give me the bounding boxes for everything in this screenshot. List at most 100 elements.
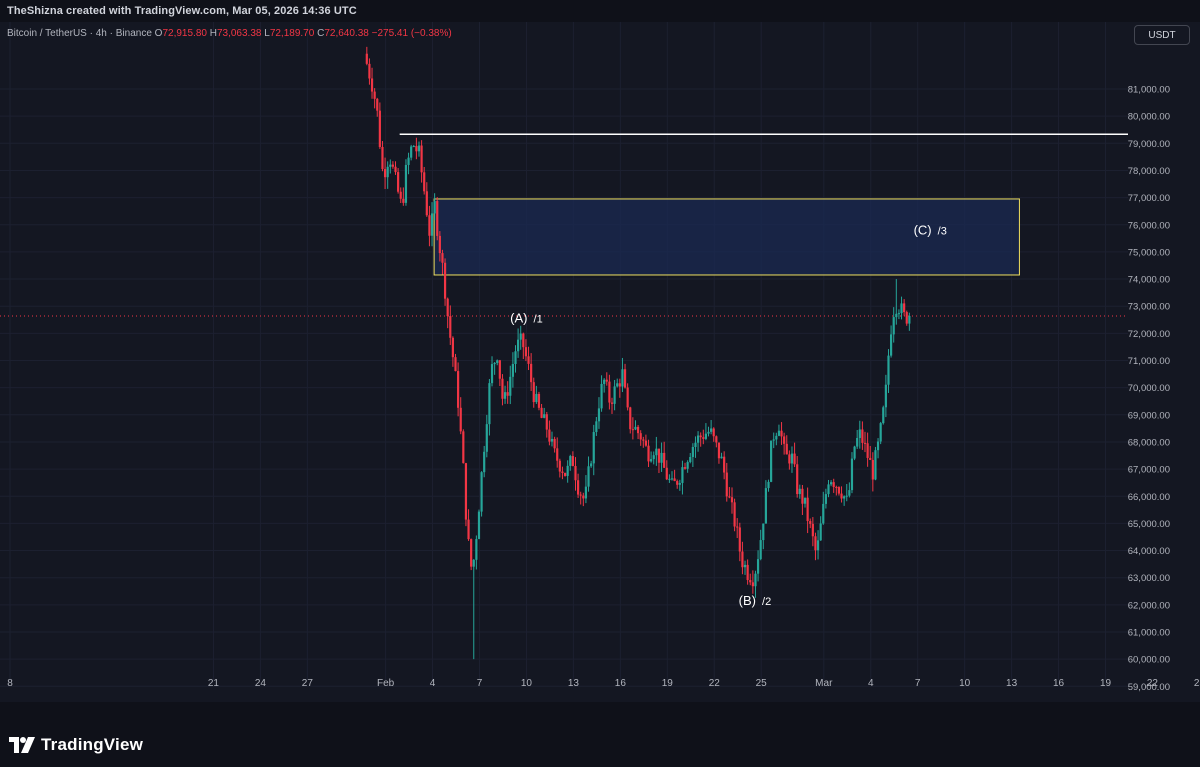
price-tick-label: 61,000.00 [1128, 628, 1170, 639]
candle-body [475, 539, 478, 560]
candle-body [728, 496, 731, 498]
candle-body [509, 376, 512, 396]
candle-body [746, 564, 749, 581]
candle-body [657, 448, 661, 463]
high-prefix: H [209, 28, 217, 39]
candle-body [676, 481, 679, 485]
change-value: −275.41 (−0.38%) [371, 28, 452, 39]
time-tick-label: 16 [615, 678, 627, 689]
wave-annotations: (A) /1 (B) /2 (C) /3 [510, 222, 947, 608]
candle-body [493, 362, 496, 365]
candle-body [652, 455, 655, 460]
time-axis[interactable]: 8 21 24 27 Feb 4 7 10 13 16 19 22 25 Mar 4 7 10 13 16 19 22 2… [7, 678, 1200, 689]
tradingview-logo-text: TradingView [41, 735, 144, 754]
candle-body [892, 317, 895, 335]
candle-body [809, 521, 812, 524]
candle-body [425, 191, 428, 216]
candle-body [905, 312, 908, 324]
candle-body [618, 383, 621, 387]
candle-body [576, 480, 580, 495]
candle-body [569, 456, 572, 466]
candle-body [365, 53, 368, 64]
candle-body [514, 351, 517, 365]
candle-body [574, 465, 577, 481]
candle-body [524, 347, 528, 357]
candle-body [383, 169, 387, 178]
candle-body [785, 443, 788, 455]
candle-body [464, 463, 468, 520]
candle-body [665, 467, 668, 480]
candle-body [483, 451, 486, 473]
candle-body [472, 559, 475, 567]
top-bar: TheShizna created with TradingView.com, … [0, 0, 1200, 22]
candle-body [832, 482, 835, 487]
candle-body [772, 439, 775, 441]
wave-label-sub: /3 [938, 225, 947, 237]
candle-body [477, 511, 481, 540]
time-tick-label: 4 [868, 678, 874, 689]
candle-body [545, 414, 548, 430]
candle-body [856, 437, 859, 447]
candle-body [882, 407, 885, 424]
candle-body [485, 424, 488, 452]
candle-body [793, 453, 796, 465]
candle-body [519, 333, 522, 340]
price-tick-label: 72,000.00 [1128, 329, 1170, 340]
candle-body [751, 582, 754, 587]
price-axis[interactable]: 58,000.0059,000.0060,000.0061,000.0062,0… [1128, 22, 1200, 702]
candle-body [370, 78, 374, 92]
candle-body [415, 146, 418, 152]
candle-body [517, 339, 520, 352]
candle-body [673, 478, 676, 482]
candle-body [410, 146, 413, 158]
low-prefix: L [264, 28, 270, 39]
candle-body [650, 459, 653, 462]
candle-body [725, 472, 728, 497]
candle-body [592, 432, 595, 464]
candle-body [446, 298, 449, 317]
candle-body [443, 262, 447, 299]
plot-area[interactable]: 79,335.3872,640.3801:23:34 (A)/1(B)/2(C)… [0, 22, 1200, 702]
candle-body [600, 383, 603, 409]
candle-body [840, 493, 843, 499]
candle-body [715, 436, 718, 443]
price-tick-label: 78,000.00 [1128, 166, 1170, 177]
candle-body [897, 313, 901, 315]
candle-body [634, 426, 637, 430]
candle-body [754, 573, 757, 587]
candle-body [827, 484, 830, 495]
candle-body [876, 441, 880, 451]
candle-body [376, 98, 379, 111]
candle-body [738, 527, 741, 552]
candle-body [590, 463, 593, 467]
tradingview-logo-icon [9, 737, 35, 753]
price-chart[interactable]: 79,335.3872,640.3801:23:34 (A)/1(B)/2(C)… [0, 22, 1200, 702]
candle-body [412, 146, 415, 148]
candle-body [806, 497, 809, 522]
candle-body [433, 201, 436, 214]
candle-body [381, 146, 384, 170]
wave-label-3: (C) /3 [914, 222, 947, 237]
candle-body [767, 481, 770, 489]
candle-body [629, 407, 632, 430]
price-axis-background [1128, 22, 1200, 702]
currency-button[interactable]: USDT [1134, 25, 1190, 45]
candle-body [770, 440, 773, 482]
candle-body [498, 360, 501, 379]
candle-body [543, 414, 546, 418]
price-tick-label: 81,000.00 [1128, 85, 1170, 96]
candle-body [704, 433, 708, 439]
wave-label-main: (B) [739, 593, 756, 608]
candle-body [605, 379, 608, 382]
price-tick-label: 65,000.00 [1128, 519, 1170, 530]
candle-body [908, 315, 911, 324]
candle-body [889, 334, 893, 356]
price-tick-label: 60,000.00 [1128, 655, 1170, 666]
candle-body [853, 446, 856, 459]
candle-body [699, 435, 702, 438]
candle-body [749, 580, 752, 583]
bottom-bar [0, 702, 1200, 767]
grid [0, 22, 1200, 687]
candle-body [879, 423, 882, 442]
time-tick-label: 10 [521, 678, 533, 689]
